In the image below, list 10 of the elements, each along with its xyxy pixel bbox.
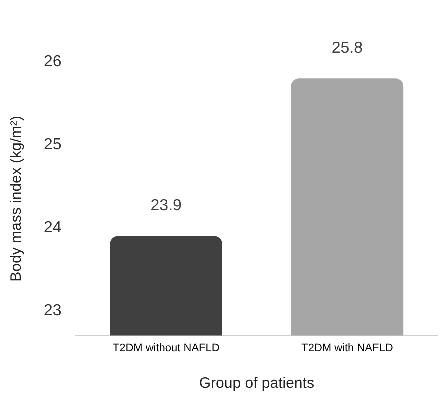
x-axis-title: Group of patients [199, 375, 314, 392]
y-axis-title: Body mass index (kg/m²) [8, 116, 26, 282]
data-label: 25.8 [332, 40, 364, 57]
y-tick-label: 24 [44, 219, 62, 236]
x-tick-label: T2DM without NAFLD [112, 342, 220, 354]
y-tick-label: 25 [44, 136, 62, 154]
y-tick-label: 26 [44, 53, 62, 70]
x-tick-label: T2DM with NAFLD [302, 342, 394, 354]
data-label: 23.9 [150, 198, 182, 215]
y-tick-label: 23 [44, 302, 62, 320]
